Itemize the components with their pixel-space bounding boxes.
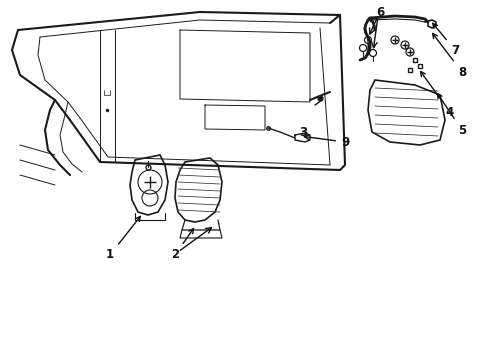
Text: 2: 2 [171,229,194,261]
Text: 6: 6 [376,5,384,18]
Text: 7: 7 [433,23,459,57]
Text: 1: 1 [106,216,140,261]
Text: 4: 4 [420,72,454,118]
Text: 8: 8 [433,33,466,78]
Text: 3: 3 [299,126,307,139]
Text: 5: 5 [438,94,466,136]
Text: 9: 9 [304,135,349,148]
